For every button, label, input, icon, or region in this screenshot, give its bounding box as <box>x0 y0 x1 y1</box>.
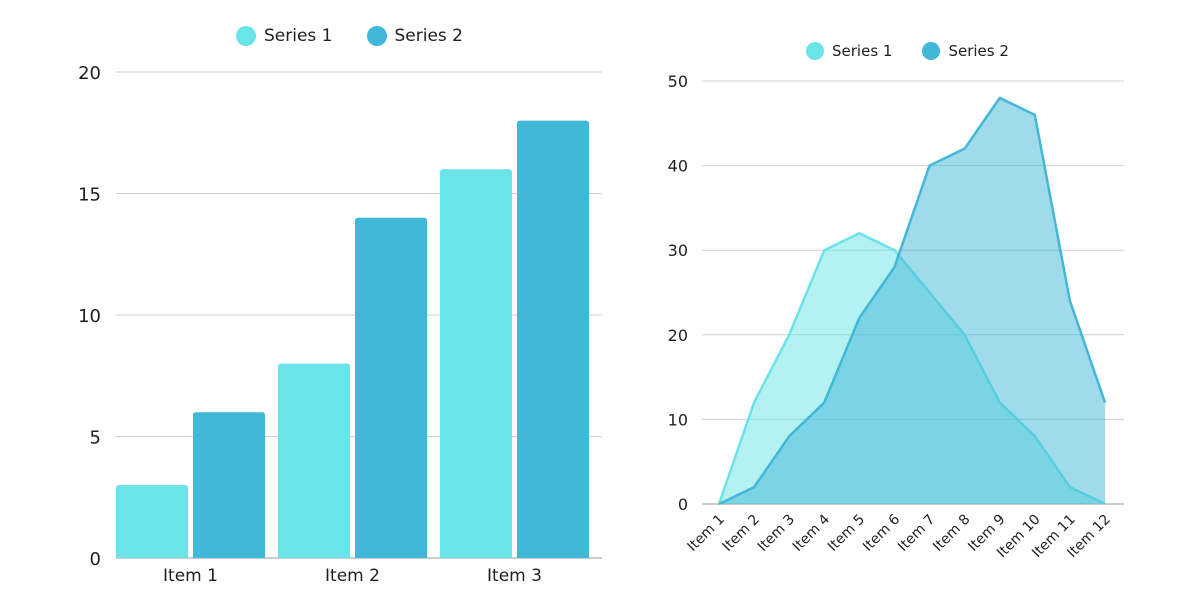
legend-item-series-1[interactable]: Series 1 <box>806 42 892 60</box>
bar-2-1[interactable] <box>193 412 265 558</box>
y-tick-label: 40 <box>668 157 688 176</box>
y-tick-label: 20 <box>78 63 101 84</box>
bar-chart-plot: 0 5 10 15 20 Item 1 Item 2 Item 3 <box>78 63 602 586</box>
bar-chart-panel: Series 1 Series 2 0 5 10 15 20 Item 1 Item 2 It… <box>78 26 602 586</box>
y-tick-label: 20 <box>668 326 688 345</box>
bar-1-3[interactable] <box>440 169 512 558</box>
y-tick-label: 15 <box>78 185 101 206</box>
x-tick-label: Item 2 <box>325 566 380 586</box>
y-tick-label: 0 <box>678 495 688 514</box>
x-tick-label: Item 3 <box>487 566 542 586</box>
legend-item-series-1[interactable]: Series 1 <box>236 26 333 46</box>
legend-item-series-2[interactable]: Series 2 <box>366 26 464 46</box>
legend-label-series-2: Series 2 <box>394 26 464 46</box>
area-line-series-2[interactable] <box>718 96 1107 506</box>
area-chart-panel: Series 1 Series 2 0 10 20 30 40 50 Item 1 Item … <box>640 0 1200 600</box>
y-tick-label: 0 <box>90 549 101 570</box>
bar-2-3[interactable] <box>517 120 589 558</box>
x-tick-label: Item 1 <box>685 512 728 555</box>
y-tick-label: 50 <box>668 72 688 91</box>
y-tick-label: 10 <box>668 410 688 429</box>
x-tick-label: Item 3 <box>755 512 798 555</box>
x-tick-label: Item 8 <box>930 512 973 555</box>
x-tick-label: Item 7 <box>895 512 938 555</box>
y-tick-label: 5 <box>90 428 101 449</box>
legend-label-series-2: Series 2 <box>948 42 1009 60</box>
x-tick-label: Item 5 <box>825 512 868 555</box>
legend-marker-series-2 <box>366 26 387 46</box>
bar-chart-legend: Series 1 Series 2 <box>236 26 463 46</box>
x-tick-label: Item 1 <box>163 566 218 586</box>
bar-2-2[interactable] <box>355 217 427 559</box>
y-tick-label: 10 <box>78 306 101 327</box>
legend-item-series-2[interactable]: Series 2 <box>922 42 1009 60</box>
bar-1-2[interactable] <box>278 363 350 558</box>
legend-marker-series-2 <box>922 42 941 60</box>
legend-label-series-1: Series 1 <box>264 26 333 46</box>
x-tick-label: Item 2 <box>720 512 763 555</box>
y-tick-label: 30 <box>668 241 688 260</box>
area-chart-legend: Series 1 Series 2 <box>806 42 1009 60</box>
legend-marker-series-1 <box>806 42 824 60</box>
bar-1-1[interactable] <box>116 485 188 558</box>
x-tick-label: Item 4 <box>790 511 833 554</box>
legend-label-series-1: Series 1 <box>832 42 893 60</box>
x-tick-label: Item 6 <box>860 511 903 554</box>
legend-marker-series-1 <box>236 26 256 46</box>
area-fill-series-2[interactable] <box>719 97 1105 505</box>
